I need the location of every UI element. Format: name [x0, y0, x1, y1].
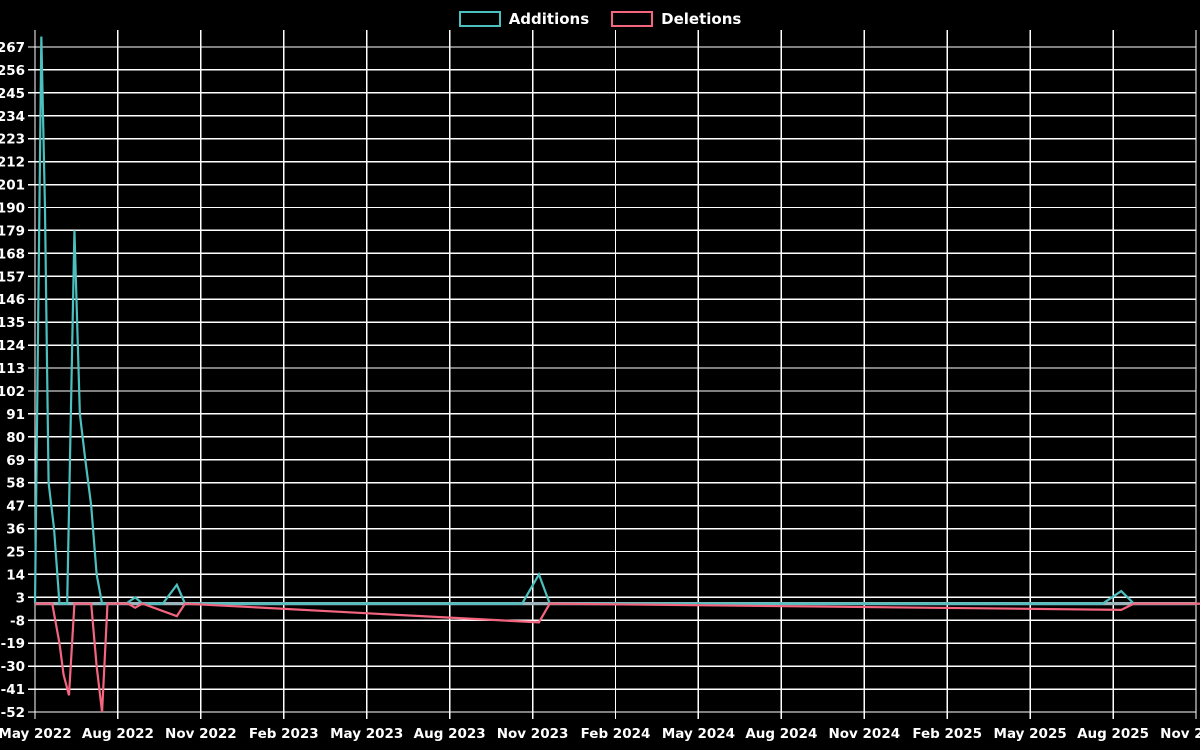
y-axis-tick-label: 91 [6, 407, 25, 423]
y-axis-tick-label: 267 [0, 40, 25, 56]
y-axis-tick-label: 245 [0, 86, 25, 102]
x-axis-tick-label: May 2025 [994, 726, 1067, 742]
x-axis-tick-label: Feb 2023 [249, 726, 319, 742]
y-axis-tick-label: 25 [6, 544, 25, 560]
y-axis-tick-label: 113 [0, 361, 25, 377]
y-axis-tick-label: -8 [10, 613, 25, 629]
x-axis-tick-label: May 2022 [0, 726, 72, 742]
y-axis-tick-label: 201 [0, 178, 25, 194]
x-axis-tick-label: Aug 2024 [745, 726, 817, 742]
y-axis-tick-label: 47 [6, 499, 25, 515]
series-line-deletions [35, 602, 1200, 713]
y-axis-tick-label: 135 [0, 315, 25, 331]
x-axis-tick-label: Aug 2025 [1077, 726, 1149, 742]
y-axis-tick-label: 190 [0, 201, 25, 217]
x-axis-tick-label: Aug 2023 [414, 726, 486, 742]
y-axis-tick-label: 146 [0, 292, 25, 308]
y-axis-tick-label: 223 [0, 132, 25, 148]
y-axis-tick-label: 168 [0, 246, 25, 262]
y-axis-tick-label: -52 [1, 705, 25, 721]
y-axis-tick-label: 36 [6, 522, 25, 538]
y-axis-tick-label: 14 [6, 567, 25, 583]
y-axis-tick-label: 69 [6, 453, 25, 469]
x-axis-tick-label: May 2024 [662, 726, 735, 742]
x-axis-tick-label: Nov 2023 [497, 726, 569, 742]
y-axis-tick-label: 256 [0, 63, 25, 79]
y-axis-tick-label: 124 [0, 338, 25, 354]
grid-lines: 267 256 245 234 223 212 201 190 179 168 157 146 135 1… [0, 30, 1200, 742]
x-axis-tick-label: Feb 2024 [581, 726, 651, 742]
x-axis-tick-label: Feb 2025 [912, 726, 982, 742]
y-axis-tick-label: 157 [0, 269, 25, 285]
series-line-additions [33, 36, 1200, 605]
x-axis-tick-label: May 2023 [330, 726, 403, 742]
y-axis-tick-label: -19 [1, 636, 25, 652]
y-axis-tick-label: 212 [0, 155, 25, 171]
y-axis-tick-label: 58 [6, 476, 25, 492]
x-axis-tick-label: Aug 2022 [82, 726, 154, 742]
y-axis-tick-label: 102 [0, 384, 25, 400]
x-axis-tick-label: Nov 2022 [165, 726, 237, 742]
x-axis-tick-label: Nov 2025 [1160, 726, 1200, 742]
x-axis-tick-label: Nov 2024 [828, 726, 900, 742]
y-axis-tick-label: 234 [0, 109, 25, 125]
y-axis-tick-label: -30 [1, 659, 25, 675]
y-axis-tick-label: 3 [16, 590, 25, 606]
y-axis-tick-label: 179 [0, 223, 25, 239]
y-axis-tick-label: -41 [1, 682, 25, 698]
y-axis-tick-label: 80 [6, 430, 25, 446]
